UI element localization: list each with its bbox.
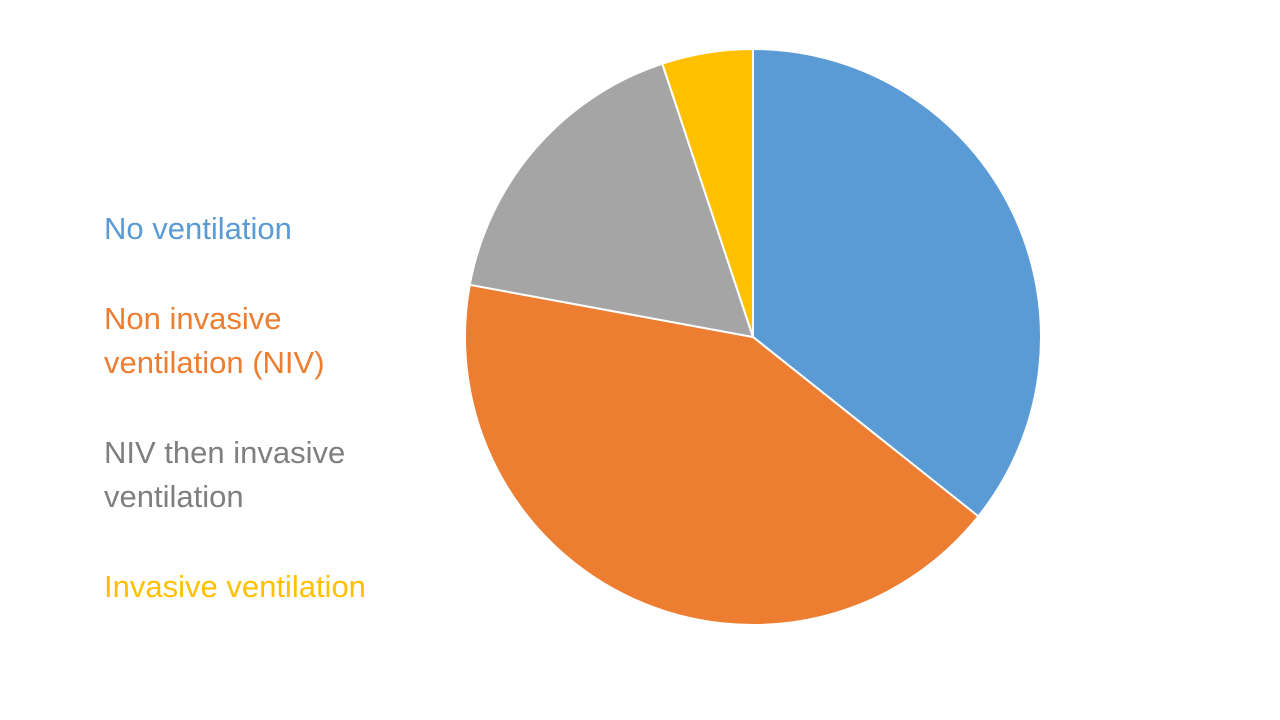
slice-no-ventilation	[752, 48, 1042, 518]
slice-niv	[464, 283, 980, 626]
legend-item-invasive: Invasive ventilation	[104, 569, 366, 604]
slice-invasive	[661, 48, 754, 338]
legend-item-niv: Non invasive ventilation (NIV)	[104, 301, 325, 380]
legend-item-no-ventilation: No ventilation	[104, 211, 292, 246]
legend-item-niv-then-invasive: NIV then invasive ventilation	[104, 435, 346, 514]
slice-niv-then-invasive	[468, 62, 754, 338]
